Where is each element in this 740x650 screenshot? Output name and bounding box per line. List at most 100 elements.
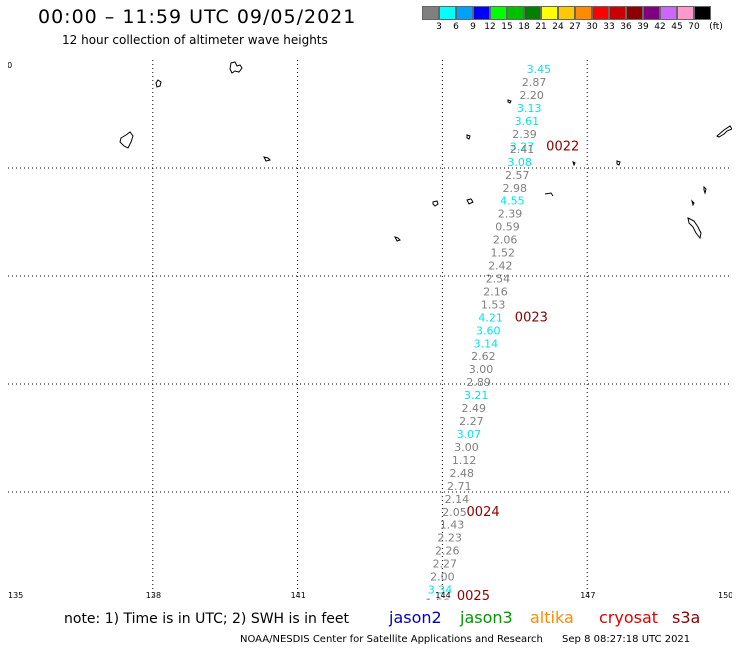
colorbar-swatch — [541, 6, 558, 20]
wave-height-value: 2.27 — [433, 558, 458, 571]
colorbar-tick-label: 3 — [436, 22, 442, 32]
units-note: note: 1) Time is in UTC; 2) SWH is in fe… — [64, 611, 350, 627]
colorbar-tick-label: 45 — [671, 22, 683, 32]
wave-height-value: 2.27 — [459, 415, 484, 428]
colorbar-tick-label: 18 — [518, 22, 530, 32]
colorbar-unit-label: (ft) — [709, 22, 723, 32]
wave-height-value: 2.20 — [519, 89, 544, 102]
colorbar-tick-label: 15 — [501, 22, 513, 32]
colorbar-tick-label: 24 — [552, 22, 564, 32]
map-title: 00:00 – 11:59 UTC 09/05/2021 — [38, 6, 357, 28]
wave-height-value: 3.07 — [457, 428, 482, 441]
colorbar-tick-label: 33 — [603, 22, 615, 32]
wave-height-value: 3.45 — [527, 63, 552, 76]
island-outline — [263, 156, 271, 162]
island-outline — [572, 161, 576, 167]
wave-height-value: 2.06 — [493, 234, 518, 247]
wave-height-value: 4.21 — [478, 311, 503, 324]
longitude-tick-label: 135 — [8, 591, 23, 600]
longitude-tick-label: 150 — [718, 591, 732, 600]
colorbar-swatch — [626, 6, 643, 20]
island-outline — [687, 217, 702, 240]
wave-height-value: 1.52 — [490, 247, 515, 260]
island-outline — [466, 134, 471, 140]
colorbar-swatch — [694, 6, 711, 20]
wave-height-value: 1.56 — [425, 596, 450, 600]
colorbar-swatch — [456, 6, 473, 20]
colorbar-tick-label: 12 — [484, 22, 496, 32]
wave-height-value: 2.00 — [430, 571, 455, 584]
wave-height-value: 2.05 — [442, 506, 467, 519]
colorbar-swatch — [558, 6, 575, 20]
pass-time-label: 0023 — [515, 310, 548, 325]
wave-height-observations: 3.452.872.203.133.612.393.272.413.082.57… — [425, 63, 551, 600]
wave-height-value: 2.71 — [447, 480, 472, 493]
colorbar-swatches — [422, 6, 732, 20]
map-axis-labels: 1351381411441471500246810 — [8, 61, 732, 600]
colorbar-swatch — [473, 6, 490, 20]
satellite-jason2: jason2 — [389, 608, 442, 627]
colorbar-tick-label: 6 — [453, 22, 459, 32]
wave-height-value: 3.00 — [469, 363, 494, 376]
latitude-tick-label: 10 — [8, 61, 12, 70]
colorbar-swatch — [677, 6, 694, 20]
wave-height-value: 2.41 — [510, 143, 535, 156]
wave-height-value: 3.14 — [474, 337, 499, 350]
wave-height-value: 2.26 — [435, 545, 460, 558]
island-outline — [394, 236, 401, 242]
altimeter-map: 3.452.872.203.133.612.393.272.413.082.57… — [8, 60, 732, 600]
map-gridlines — [8, 60, 732, 600]
colorbar-swatch — [609, 6, 626, 20]
colorbar-swatch — [575, 6, 592, 20]
longitude-tick-label: 138 — [146, 591, 161, 600]
colorbar-tick-label: 39 — [637, 22, 649, 32]
wave-height-value: 1.12 — [452, 454, 477, 467]
wave-height-value: 2.89 — [466, 376, 491, 389]
pass-time-labels: 0022 0023 0024 0025 — [457, 140, 579, 600]
island-outline — [703, 185, 707, 195]
map-subtitle: 12 hour collection of altimeter wave hei… — [62, 33, 328, 47]
wave-height-value: 2.87 — [522, 76, 547, 89]
wave-height-value: 4.55 — [500, 195, 525, 208]
colorbar-swatch — [422, 6, 439, 20]
satellite-cryosat: cryosat — [599, 608, 659, 627]
island-outline — [616, 160, 621, 166]
satellite-s3a: s3a — [672, 608, 701, 627]
colorbar-swatch — [592, 6, 609, 20]
credit-text: NOAA/NESDIS Center for Satellite Applica… — [240, 634, 543, 645]
wave-height-value: 3.00 — [454, 441, 479, 454]
longitude-tick-label: 147 — [580, 591, 595, 600]
colorbar-ticks: 3 6 9 12 15 18 21 24 27 30 33 36 39 42 45 70 (ft) — [422, 20, 732, 32]
wave-height-colorbar: 3 6 9 12 15 18 21 24 27 30 33 36 39 42 45 70 (ft) — [422, 6, 732, 32]
generated-timestamp: Sep 8 08:27:18 UTC 2021 — [562, 634, 691, 645]
wave-height-value: 2.14 — [445, 493, 470, 506]
wave-height-value: 0.59 — [495, 221, 520, 234]
colorbar-swatch — [643, 6, 660, 20]
wave-height-value: 1.43 — [440, 519, 465, 532]
longitude-tick-label: 144 — [435, 591, 450, 600]
colorbar-tick-label: 27 — [569, 22, 581, 32]
colorbar-tick-label: 21 — [535, 22, 547, 32]
wave-height-value: 2.16 — [483, 285, 508, 298]
colorbar-swatch — [660, 6, 677, 20]
satellite-altika: altika — [530, 608, 574, 627]
wave-height-value: 2.39 — [512, 128, 537, 141]
wave-height-value: 3.34 — [428, 584, 453, 597]
pass-time-label: 0022 — [546, 140, 579, 155]
wave-height-value: 2.23 — [437, 532, 462, 545]
colorbar-tick-label: 36 — [620, 22, 632, 32]
wave-height-value: 2.57 — [505, 169, 530, 182]
wave-height-value: 2.54 — [486, 272, 511, 285]
pass-time-label: 0024 — [467, 505, 500, 520]
wave-height-value: 2.62 — [471, 350, 496, 363]
coastlines — [119, 61, 732, 242]
wave-height-value: 2.48 — [449, 467, 474, 480]
island-outline — [155, 79, 162, 88]
wave-height-value: 2.42 — [488, 260, 513, 273]
colorbar-tick-label: 9 — [470, 22, 476, 32]
colorbar-swatch — [524, 6, 541, 20]
island-outline — [544, 192, 554, 197]
colorbar-tick-label: 42 — [654, 22, 666, 32]
wave-height-value: 2.39 — [498, 208, 523, 221]
island-outline — [229, 61, 243, 74]
